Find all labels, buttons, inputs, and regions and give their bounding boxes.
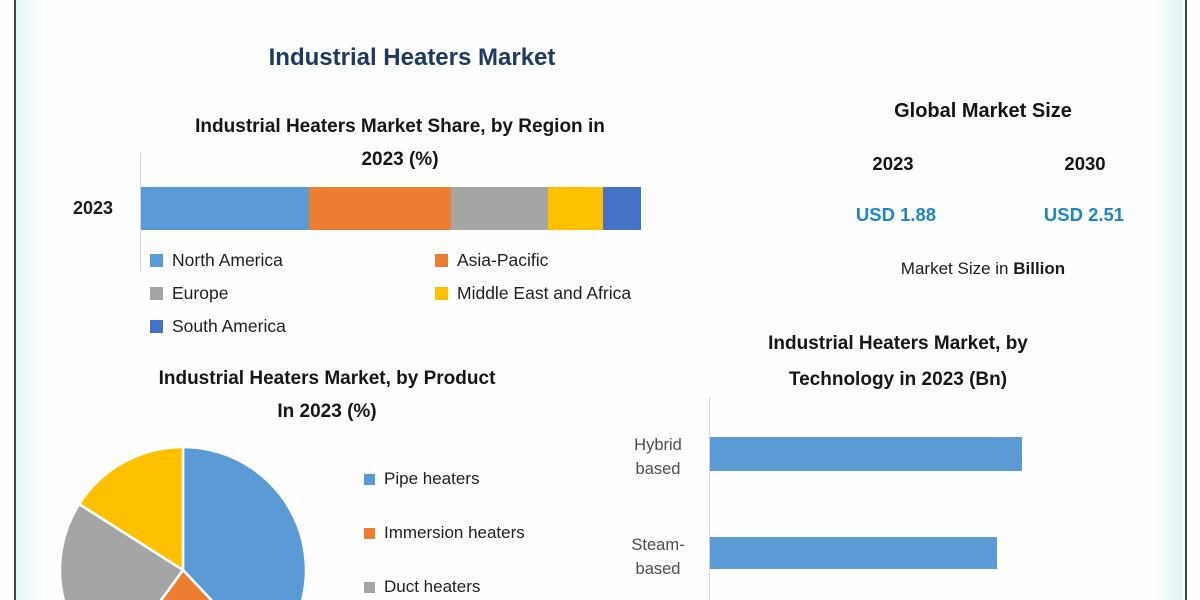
region-bar-segment-4 — [548, 187, 603, 230]
right-frame-line — [1185, 0, 1187, 600]
region-legend-item: South America — [150, 315, 435, 337]
tech-category-hybrid-line1: Hybrid — [634, 436, 682, 454]
pie-slice-3 — [58, 502, 185, 600]
tech-bar-1 — [710, 437, 1022, 471]
legend-swatch-icon — [150, 286, 163, 300]
tech-category-steam-line2: based — [635, 560, 681, 578]
region-chart-title: Industrial Heaters Market Share, by Regi… — [95, 110, 705, 176]
market-size-value-2023: USD 1.88 — [855, 204, 937, 225]
left-edge-tint — [16, 0, 44, 600]
legend-swatch-icon — [150, 253, 163, 267]
product-chart-title: Industrial Heaters Market, by Product In… — [77, 362, 577, 428]
market-size-heading: Global Market Size — [894, 100, 1072, 122]
legend-label: North America — [172, 249, 283, 270]
legend-swatch-icon — [435, 253, 448, 267]
tech-chart-title-line2: Technology in 2023 (Bn) — [788, 369, 1008, 390]
region-legend-item: Asia-Pacific — [435, 249, 631, 271]
legend-label: Pipe heaters — [384, 469, 480, 488]
legend-label: Europe — [172, 282, 229, 303]
pie-slice-2 — [159, 568, 213, 600]
legend-swatch-icon — [364, 581, 375, 593]
region-bar-segment-2 — [309, 187, 451, 230]
legend-label: Immersion heaters — [384, 523, 525, 542]
region-chart-title-line2: 2023 (%) — [361, 149, 439, 170]
market-size-caption: Market Size in Billion — [833, 259, 1133, 279]
tech-category-hybrid-line2: based — [635, 460, 681, 478]
legend-label: South America — [172, 315, 286, 336]
product-legend-item: Immersion heaters — [364, 523, 525, 543]
tech-chart-title-line1: Industrial Heaters Market, by — [768, 333, 1028, 354]
legend-label: Asia-Pacific — [457, 249, 549, 270]
region-y-axis-line — [140, 153, 141, 271]
region-bar-segment-5 — [603, 187, 641, 230]
tech-bar-2 — [710, 537, 997, 569]
region-bar-segment-3 — [451, 187, 548, 230]
tech-category-steam-line1: Steam- — [631, 536, 685, 554]
region-legend: North America Asia-Pacific Europe Middle Ea… — [150, 249, 631, 337]
region-bar-segment-1 — [141, 187, 309, 230]
right-edge-tint — [1155, 0, 1183, 600]
region-chart-title-line1: Industrial Heaters Market Share, by Regi… — [195, 116, 605, 137]
product-pie — [58, 445, 308, 600]
top-clipped-year: 2030 — [952, 0, 1032, 6]
tech-y-axis-line — [709, 398, 710, 600]
region-stacked-bar — [141, 187, 641, 230]
region-category-label: 2023 — [72, 198, 114, 218]
region-legend-item: North America — [150, 249, 435, 271]
tech-bars — [710, 437, 1040, 600]
legend-swatch-icon — [150, 319, 163, 333]
region-legend-item: Middle East and Africa — [435, 282, 631, 304]
legend-label: Middle East and Africa — [457, 282, 632, 303]
legend-swatch-icon — [435, 286, 448, 300]
legend-label: Duct heaters — [384, 577, 481, 596]
product-chart-title-line2: In 2023 (%) — [277, 401, 377, 422]
market-size-value-2030: USD 2.51 — [1043, 204, 1125, 225]
legend-swatch-icon — [364, 527, 375, 539]
pie-slice-4 — [77, 445, 185, 572]
pie-slice-1 — [181, 445, 308, 600]
product-legend-item: Pipe heaters — [364, 469, 525, 489]
product-legend-item: Duct heaters — [364, 577, 525, 597]
product-legend: Pipe heaters Immersion heaters Duct heater… — [364, 469, 525, 597]
market-size-year-2023: 2023 — [872, 153, 914, 174]
tech-category-hybrid-based: Hybrid based — [600, 433, 716, 481]
tech-chart-title: Industrial Heaters Market, by Technology… — [698, 326, 1098, 398]
product-chart-title-line1: Industrial Heaters Market, by Product — [158, 368, 496, 389]
tech-category-steam-based: Steam- based — [600, 533, 716, 581]
page-title: Industrial Heaters Market — [268, 44, 556, 71]
market-size-caption-prefix: Market Size in — [900, 259, 1014, 278]
left-frame-line — [14, 0, 16, 600]
region-legend-item: Europe — [150, 282, 435, 304]
market-size-year-2030: 2030 — [1064, 153, 1106, 174]
legend-swatch-icon — [364, 473, 375, 485]
market-size-caption-unit: Billion — [1013, 259, 1066, 278]
